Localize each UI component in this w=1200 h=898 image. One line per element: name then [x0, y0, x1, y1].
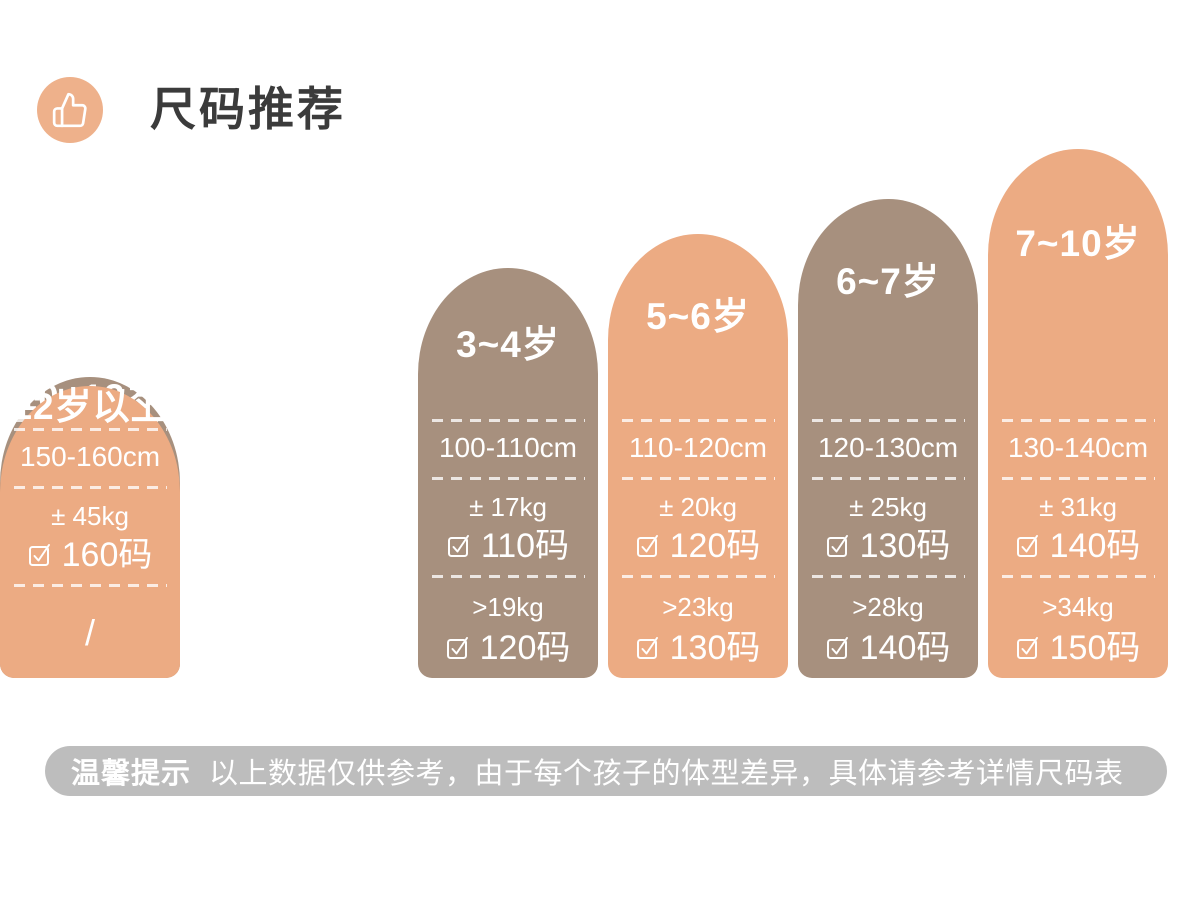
tip-text: 以上数据仅供参考，由于每个孩子的体型差异，具体请参考详情尺码表 — [209, 758, 1124, 790]
checkbox-check-icon — [636, 534, 658, 557]
weight-primary: ± 20kg — [659, 492, 737, 522]
weight-secondary: >28kg — [852, 592, 924, 622]
height-range: 150-160cm — [19, 441, 161, 473]
checkbox-check-icon — [636, 636, 658, 659]
size-primary-row: 130码 — [798, 529, 978, 563]
dashed-divider — [13, 584, 167, 587]
weight-secondary: >34kg — [1042, 592, 1114, 622]
column-content: 120-130cm ± 25kg 130码 >28kg 140码 — [798, 419, 978, 678]
checkbox-check-icon — [826, 636, 848, 659]
column-content: 150-160cm ± 45kg 160码 / — [0, 428, 180, 678]
age-label: 6~7岁 — [836, 261, 940, 302]
size-secondary: 150码 — [1049, 629, 1141, 667]
page-title: 尺码推荐 — [150, 83, 346, 135]
checkbox-check-icon — [1016, 636, 1038, 659]
dashed-divider — [811, 477, 965, 480]
age-label: 7~10岁 — [1015, 223, 1141, 264]
size-column: 5~6岁 110-120cm ± 20kg 120码 >23kg 130码 — [608, 234, 788, 678]
column-content: 110-120cm ± 20kg 120码 >23kg 130码 — [608, 419, 788, 678]
dashed-divider — [431, 575, 585, 578]
age-label: 3~4岁 — [456, 324, 560, 365]
size-column: 12岁以上 150-160cm ± 45kg 160码 / — [0, 385, 180, 678]
checkbox-check-icon — [447, 534, 469, 557]
dashed-divider — [1001, 575, 1155, 578]
thumbs-up-icon — [37, 77, 103, 143]
size-primary-row: 110码 — [418, 529, 598, 563]
size-primary-row: 140码 — [988, 529, 1168, 563]
dashed-divider — [621, 419, 775, 423]
weight-primary: ± 25kg — [849, 492, 927, 522]
tip-bar: 温馨提示 以上数据仅供参考，由于每个孩子的体型差异，具体请参考详情尺码表 — [45, 746, 1167, 796]
checkbox-check-icon — [446, 636, 468, 659]
size-primary: 160码 — [61, 536, 153, 574]
size-primary: 140码 — [1049, 527, 1141, 565]
size-primary-row: 160码 — [0, 538, 180, 572]
size-column: 3~4岁 100-110cm ± 17kg 110码 >19kg 120码 — [418, 268, 598, 678]
size-secondary: 140码 — [859, 629, 951, 667]
column-content: 130-140cm ± 31kg 140码 >34kg 150码 — [988, 419, 1168, 678]
age-label: 12岁以上 — [11, 385, 169, 427]
dashed-divider — [431, 419, 585, 423]
size-secondary: 120码 — [479, 629, 571, 667]
weight-primary: ± 17kg — [469, 492, 547, 522]
size-column: 6~7岁 120-130cm ± 25kg 130码 >28kg 140码 — [798, 199, 978, 678]
weight-secondary: >19kg — [472, 592, 544, 622]
height-range: 110-120cm — [628, 432, 767, 464]
checkbox-check-icon — [28, 543, 50, 566]
dashed-divider — [621, 575, 775, 578]
size-primary: 120码 — [669, 527, 761, 565]
size-column: 7~10岁 130-140cm ± 31kg 140码 >34kg 150码 — [988, 149, 1168, 678]
checkbox-check-icon — [1016, 534, 1038, 557]
column-content: 100-110cm ± 17kg 110码 >19kg 120码 — [418, 419, 598, 678]
dashed-divider — [13, 486, 167, 489]
dashed-divider — [13, 428, 167, 432]
dashed-divider — [621, 477, 775, 480]
dashed-divider — [1001, 419, 1155, 423]
size-secondary-row: 120码 — [418, 631, 598, 665]
height-range: 130-140cm — [1007, 432, 1149, 464]
size-primary: 110码 — [480, 527, 570, 565]
dashed-divider — [811, 575, 965, 578]
tip-label: 温馨提示 — [71, 758, 192, 790]
size-secondary-row: 130码 — [608, 631, 788, 665]
size-secondary-row: 150码 — [988, 631, 1168, 665]
weight-primary: ± 31kg — [1039, 492, 1117, 522]
dashed-divider — [1001, 477, 1155, 480]
checkbox-check-icon — [826, 534, 848, 557]
no-data-slash: / — [84, 612, 95, 653]
dashed-divider — [811, 419, 965, 423]
height-range: 120-130cm — [817, 432, 959, 464]
dashed-divider — [431, 477, 585, 480]
size-primary-row: 120码 — [608, 529, 788, 563]
age-label: 5~6岁 — [646, 296, 750, 337]
size-secondary-row: 140码 — [798, 631, 978, 665]
size-primary: 130码 — [859, 527, 951, 565]
height-range: 100-110cm — [438, 432, 577, 464]
weight-secondary: >23kg — [662, 592, 734, 622]
size-secondary: 130码 — [669, 629, 761, 667]
weight-primary: ± 45kg — [51, 501, 129, 531]
